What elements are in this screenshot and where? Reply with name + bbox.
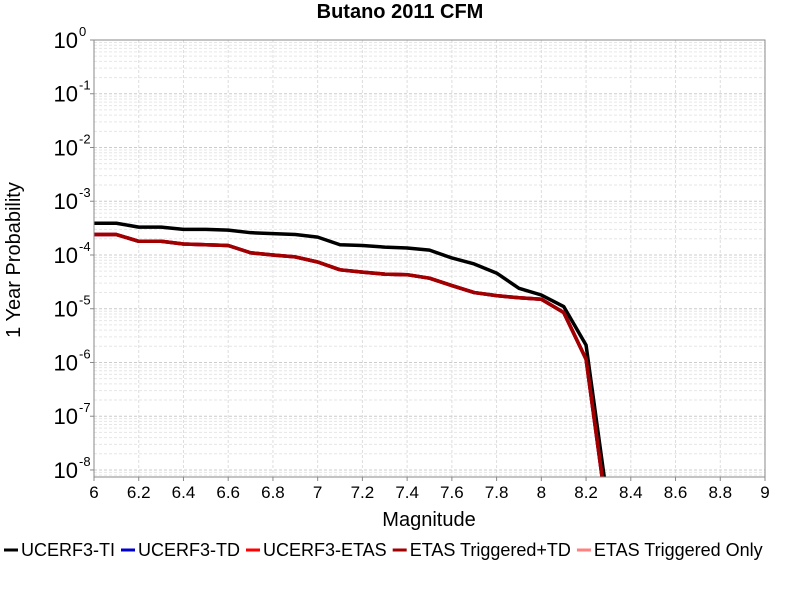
x-tick-label: 8.2 [574, 483, 598, 502]
legend-label: UCERF3-TI [21, 540, 115, 560]
y-tick-exponent: -8 [79, 454, 91, 469]
y-tick-exponent: 0 [79, 24, 86, 39]
x-tick-label: 6.2 [127, 483, 151, 502]
legend: UCERF3-TI UCERF3-TD UCERF3-ETAS ETAS Trigge… [4, 540, 763, 560]
y-tick-exponent: -3 [79, 185, 91, 200]
x-tick-label: 7.2 [351, 483, 375, 502]
y-tick-label: 10 [54, 297, 78, 322]
x-tick-label: 7.4 [395, 483, 419, 502]
grid [93, 39, 766, 477]
y-tick-label: 10 [54, 243, 78, 268]
y-tick-label: 10 [54, 404, 78, 429]
x-tick-label: 6 [89, 483, 98, 502]
y-tick-exponent: -4 [79, 239, 91, 254]
y-tick-exponent: -6 [79, 346, 91, 361]
x-axis-title: Magnitude [382, 509, 475, 531]
ticks: 6 6.2 6.4 6.6 6.8 7 7.2 7.4 7.6 7.8 8 8.2 8.4 8.6 8.8 9… [54, 24, 770, 502]
plot-frame [93, 39, 766, 478]
x-tick-label: 6.8 [261, 483, 285, 502]
x-tick-label: 7.6 [440, 483, 464, 502]
x-tick-label: 8.8 [708, 483, 732, 502]
y-tick-label: 10 [54, 28, 78, 53]
y-tick-label: 10 [54, 135, 78, 160]
x-tick-label: 7.8 [485, 483, 509, 502]
y-tick-label: 10 [54, 350, 78, 375]
x-tick-label: 8 [537, 483, 546, 502]
x-tick-label: 8.6 [664, 483, 688, 502]
y-tick-exponent: -2 [79, 131, 91, 146]
legend-label: ETAS Triggered Only [594, 540, 763, 560]
y-tick-exponent: -1 [79, 78, 91, 93]
x-tick-label: 7 [313, 483, 322, 502]
x-tick-label: 8.4 [619, 483, 643, 502]
x-tick-label: 6.4 [172, 483, 196, 502]
y-axis-title: 1 Year Probability [3, 182, 25, 338]
y-tick-exponent: -7 [79, 400, 91, 415]
y-tick-label: 10 [54, 82, 78, 107]
series-line [94, 221, 606, 477]
legend-label: UCERF3-ETAS [263, 540, 387, 560]
chart-title: Butano 2011 CFM [317, 1, 484, 23]
legend-label: ETAS Triggered+TD [410, 540, 571, 560]
x-tick-label: 6.6 [216, 483, 240, 502]
plot-lines [94, 221, 606, 477]
y-tick-label: 10 [54, 189, 78, 214]
x-tick-label: 9 [760, 483, 769, 502]
y-tick-exponent: -5 [79, 293, 91, 308]
series-line [94, 232, 604, 477]
y-tick-label: 10 [54, 458, 78, 483]
legend-label: UCERF3-TD [138, 540, 240, 560]
